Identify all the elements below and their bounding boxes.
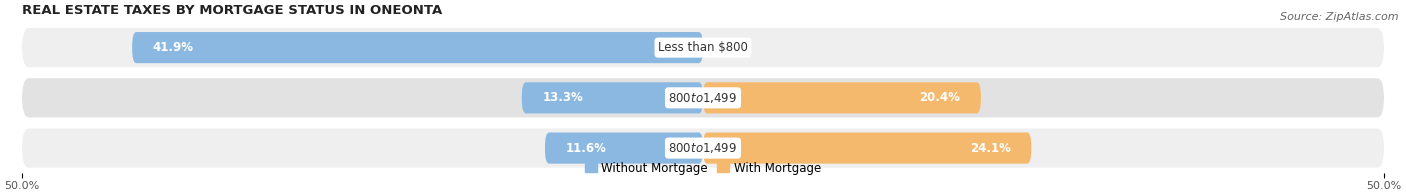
Text: $800 to $1,499: $800 to $1,499 bbox=[668, 91, 738, 105]
Text: 24.1%: 24.1% bbox=[970, 142, 1011, 155]
FancyBboxPatch shape bbox=[546, 133, 703, 164]
FancyBboxPatch shape bbox=[522, 82, 703, 113]
FancyBboxPatch shape bbox=[132, 32, 703, 63]
Text: 41.9%: 41.9% bbox=[153, 41, 194, 54]
Text: 13.3%: 13.3% bbox=[543, 91, 583, 104]
Legend: Without Mortgage, With Mortgage: Without Mortgage, With Mortgage bbox=[581, 157, 825, 179]
FancyBboxPatch shape bbox=[21, 129, 1385, 168]
Text: 11.6%: 11.6% bbox=[565, 142, 606, 155]
FancyBboxPatch shape bbox=[21, 78, 1385, 117]
FancyBboxPatch shape bbox=[21, 28, 1385, 67]
Text: 0.0%: 0.0% bbox=[666, 41, 696, 54]
Text: Less than $800: Less than $800 bbox=[658, 41, 748, 54]
FancyBboxPatch shape bbox=[703, 133, 1032, 164]
Text: 20.4%: 20.4% bbox=[920, 91, 960, 104]
FancyBboxPatch shape bbox=[703, 82, 981, 113]
Text: REAL ESTATE TAXES BY MORTGAGE STATUS IN ONEONTA: REAL ESTATE TAXES BY MORTGAGE STATUS IN … bbox=[21, 4, 441, 17]
Text: Source: ZipAtlas.com: Source: ZipAtlas.com bbox=[1281, 12, 1399, 22]
Text: $800 to $1,499: $800 to $1,499 bbox=[668, 141, 738, 155]
